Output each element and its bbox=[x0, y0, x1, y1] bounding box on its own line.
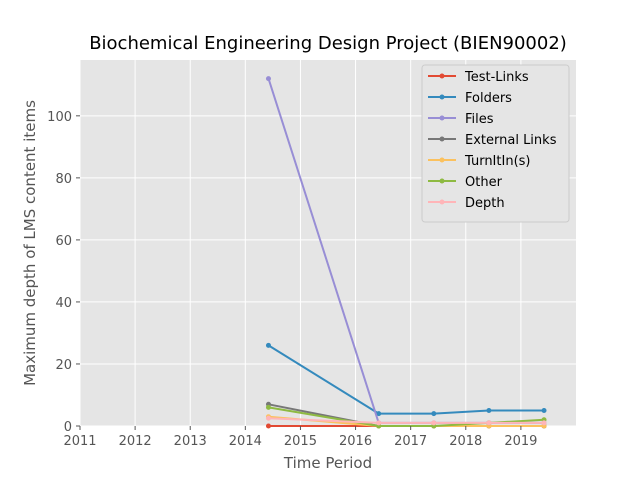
data-point-folders bbox=[541, 407, 547, 413]
data-point-depth bbox=[265, 415, 271, 421]
x-axis-ticks: 2011 2012 2013 2014 2015 2016 2017 2018 2019 bbox=[63, 426, 537, 449]
x-tick-label: 2013 bbox=[174, 434, 207, 449]
data-point-test-links bbox=[265, 423, 271, 429]
legend-marker bbox=[439, 94, 445, 100]
y-tick-label: 40 bbox=[55, 296, 72, 311]
data-point-folders bbox=[265, 342, 271, 348]
x-tick-label: 2016 bbox=[339, 434, 372, 449]
y-tick-label: 20 bbox=[55, 358, 72, 373]
legend-box bbox=[421, 64, 570, 223]
y-tick-label: 80 bbox=[55, 172, 72, 187]
legend-label: TurnItIn(s) bbox=[464, 154, 530, 169]
data-point-folders bbox=[486, 407, 492, 413]
data-point-folders bbox=[376, 411, 382, 417]
legend-label: Folders bbox=[465, 91, 512, 106]
legend-marker bbox=[439, 73, 445, 79]
legend-label: Other bbox=[465, 175, 503, 190]
legend-label: Test-Links bbox=[464, 70, 529, 85]
data-point-depth bbox=[376, 420, 382, 426]
legend: Test-Links Folders Files External Links Turn… bbox=[421, 64, 570, 223]
y-tick-label: 60 bbox=[55, 234, 72, 249]
data-point-depth bbox=[486, 420, 492, 426]
legend-item: TurnItIn(s) bbox=[428, 154, 530, 169]
x-tick-label: 2018 bbox=[449, 434, 482, 449]
legend-item: Test-Links bbox=[428, 70, 529, 85]
legend-marker bbox=[439, 178, 445, 184]
x-axis-label: Time Period bbox=[283, 454, 372, 472]
x-tick-label: 2014 bbox=[229, 434, 262, 449]
x-tick-label: 2015 bbox=[284, 434, 317, 449]
x-tick-label: 2017 bbox=[394, 434, 427, 449]
y-tick-label: 0 bbox=[64, 420, 72, 435]
legend-label: Depth bbox=[465, 196, 505, 211]
legend-marker bbox=[439, 115, 445, 121]
y-axis-ticks: 0 20 40 60 80 100 bbox=[47, 110, 80, 435]
data-point-other bbox=[265, 404, 271, 410]
x-tick-label: 2019 bbox=[504, 434, 537, 449]
x-tick-label: 2011 bbox=[63, 434, 96, 449]
legend-item: Files bbox=[428, 112, 494, 127]
y-tick-label: 100 bbox=[47, 110, 72, 125]
legend-label: Files bbox=[465, 112, 494, 127]
legend-item: Folders bbox=[428, 91, 512, 106]
x-tick-label: 2012 bbox=[119, 434, 152, 449]
legend-item: Other bbox=[428, 175, 503, 190]
data-point-files bbox=[265, 76, 271, 82]
chart-title: Biochemical Engineering Design Project (… bbox=[89, 33, 567, 54]
legend-item: External Links bbox=[428, 133, 557, 148]
data-point-depth bbox=[431, 420, 437, 426]
series-layer bbox=[265, 76, 547, 429]
series-depth bbox=[265, 415, 547, 426]
grid-lines bbox=[79, 60, 576, 427]
data-point-depth bbox=[541, 420, 547, 426]
legend-marker bbox=[439, 136, 445, 142]
legend-item: Depth bbox=[428, 196, 505, 211]
y-axis-label: Maximum depth of LMS content items bbox=[21, 100, 39, 386]
data-point-folders bbox=[431, 411, 437, 417]
legend-marker bbox=[439, 199, 445, 205]
series-folders bbox=[265, 342, 547, 417]
legend-label: External Links bbox=[465, 133, 557, 148]
legend-marker bbox=[439, 157, 445, 163]
